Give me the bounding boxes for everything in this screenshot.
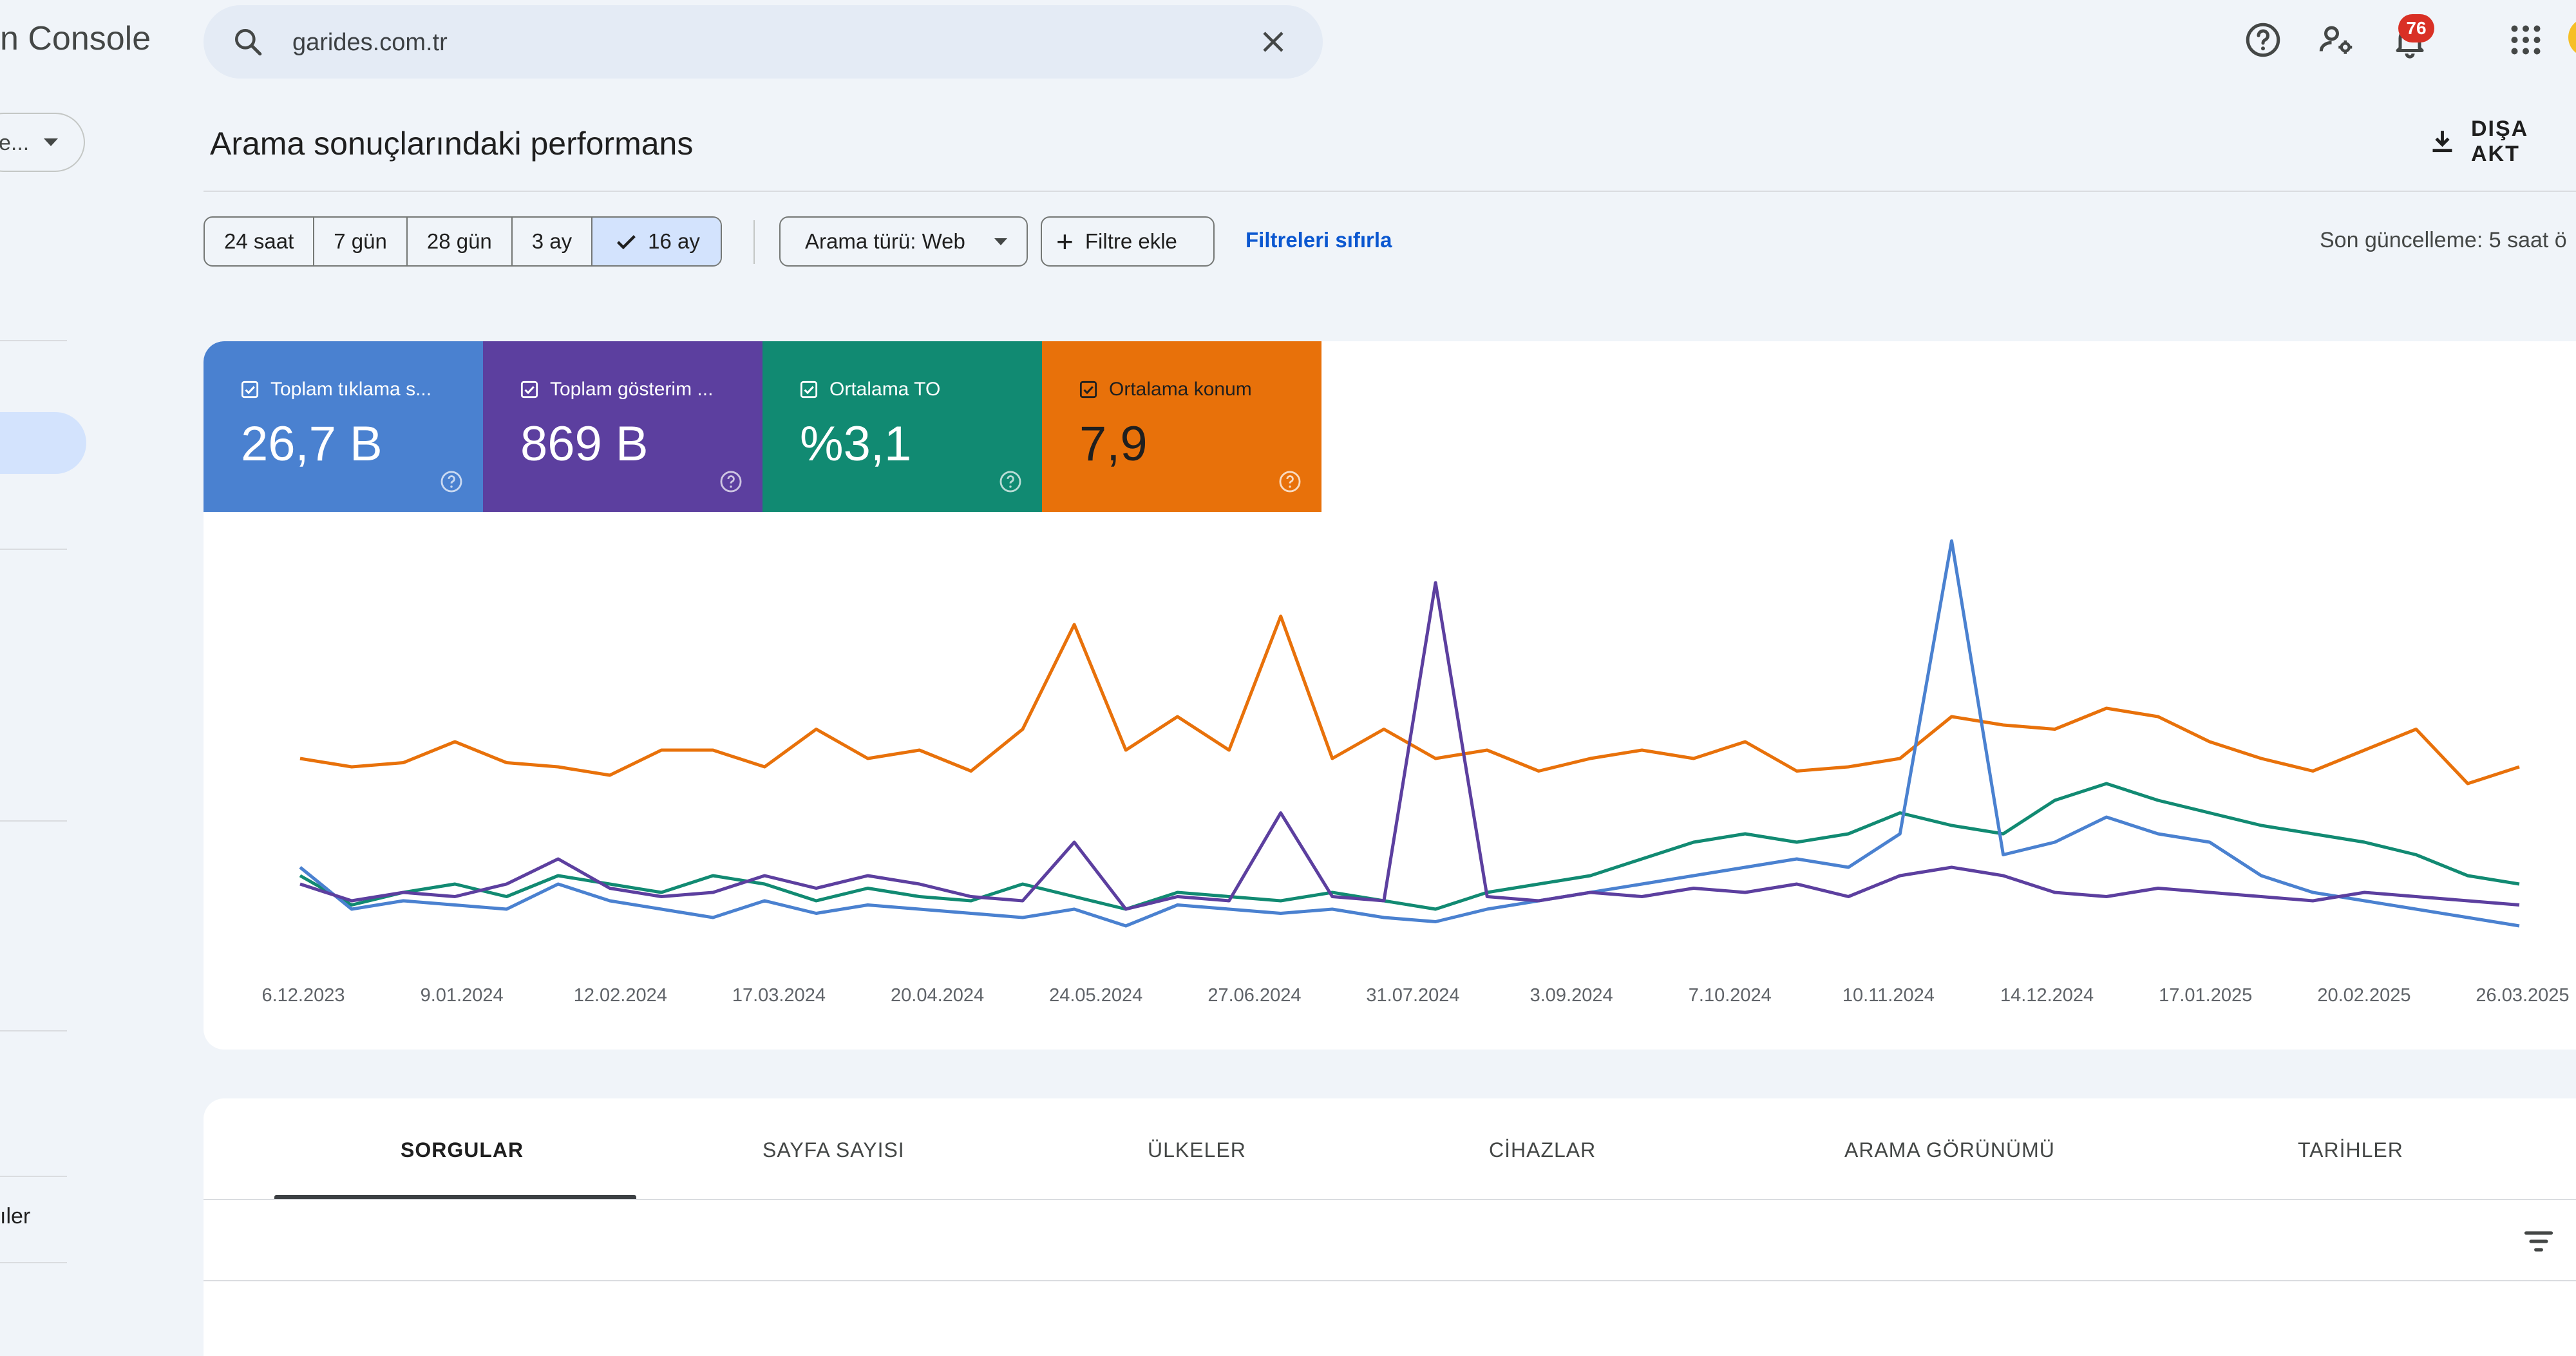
x-tick-label: 17.03.2024: [732, 985, 826, 1006]
chevron-down-icon: [44, 138, 58, 146]
reset-filters-link[interactable]: Filtreleri sıfırla: [1245, 228, 1392, 252]
date-range-7d[interactable]: 7 gün: [314, 218, 408, 265]
x-tick-label: 27.06.2024: [1208, 985, 1301, 1006]
sidebar-divider: [0, 1262, 67, 1263]
metric-label: Ortalama TO: [829, 379, 941, 400]
metric-label: Toplam tıklama s...: [270, 379, 432, 400]
x-tick-label: 26.03.2025: [2476, 985, 2569, 1006]
search-bar: [204, 5, 1323, 79]
x-tick-label: 31.07.2024: [1366, 985, 1459, 1006]
x-tick-label: 10.11.2024: [1842, 985, 1935, 1006]
series-line-0: [299, 614, 2520, 786]
metric-value: %3,1: [800, 417, 912, 471]
sidebar-divider: [0, 340, 67, 341]
help-icon[interactable]: [2244, 21, 2282, 59]
filter-rows-icon[interactable]: [2522, 1225, 2555, 1258]
x-tick-label: 20.04.2024: [891, 985, 984, 1006]
download-icon: [2432, 131, 2452, 153]
search-icon[interactable]: [232, 26, 264, 58]
help-icon[interactable]: [998, 469, 1023, 494]
sidebar-divider: [0, 1030, 67, 1031]
tables-card: SORGULAR SAYFA SAYISI ÜLKELER CİHAZLAR A…: [204, 1098, 2576, 1356]
tab-pages[interactable]: SAYFA SAYISI: [762, 1138, 905, 1162]
metric-card-impressions[interactable]: Toplam gösterim ... 869 B: [483, 341, 762, 512]
metric-card-clicks[interactable]: Toplam tıklama s... 26,7 B: [204, 341, 483, 512]
metric-label: Toplam gösterim ...: [550, 379, 714, 400]
date-range-28d[interactable]: 28 gün: [408, 218, 513, 265]
x-tick-label: 20.02.2025: [2317, 985, 2410, 1006]
check-icon: [617, 235, 636, 250]
page-title: Arama sonuçlarındaki performans: [210, 126, 694, 162]
table-header-divider: [204, 1280, 2576, 1281]
date-range-16m[interactable]: 16 ay: [592, 218, 721, 265]
filter-separator: [753, 220, 755, 264]
search-type-filter[interactable]: Arama türü: Web: [779, 216, 1028, 267]
x-tick-label: 3.09.2024: [1530, 985, 1613, 1006]
metric-value: 7,9: [1079, 417, 1148, 471]
series-line-1: [299, 782, 2520, 911]
series-line-3: [299, 581, 2520, 911]
active-tab-indicator: [274, 1195, 636, 1199]
chevron-down-icon: [994, 238, 1007, 245]
checkbox-checked-icon[interactable]: [800, 381, 818, 399]
checkbox-checked-icon[interactable]: [1079, 381, 1097, 399]
series-line-2: [299, 539, 2520, 928]
tab-search-appearance[interactable]: ARAMA GÖRÜNÜMÜ: [1844, 1138, 2055, 1162]
date-range-selector: 24 saat 7 gün 28 gün 3 ay 16 ay: [204, 216, 722, 267]
sidebar-item-performance[interactable]: [0, 412, 86, 474]
tab-dates[interactable]: TARİHLER: [2298, 1138, 2403, 1162]
export-button[interactable]: DIŞA AKT: [2428, 117, 2576, 166]
last-update-text: Son güncelleme: 5 saat ö: [2320, 228, 2567, 252]
tab-devices[interactable]: CİHAZLAR: [1489, 1138, 1596, 1162]
metric-value: 26,7 B: [241, 417, 383, 471]
user-settings-icon[interactable]: [2317, 21, 2356, 59]
performance-chart-card: Toplam tıklama s... 26,7 B Toplam göster…: [204, 341, 2576, 1050]
app-logo-text: n Console: [0, 20, 151, 57]
export-label: DIŞA AKT: [2470, 117, 2528, 166]
x-tick-label: 14.12.2024: [2000, 985, 2094, 1006]
performance-line-chart[interactable]: 6.12.2023 9.01.2024 12.02.2024 17.03.2024 20…: [204, 341, 2576, 1050]
sidebar-divider: [0, 1176, 67, 1177]
tab-countries[interactable]: ÜLKELER: [1148, 1138, 1246, 1162]
x-tick-label: 12.02.2024: [574, 985, 667, 1006]
date-range-24h[interactable]: 24 saat: [205, 218, 315, 265]
header-divider: [204, 191, 2576, 192]
apps-grid-icon[interactable]: [2506, 21, 2545, 59]
plus-icon: +: [1056, 225, 1074, 258]
help-icon[interactable]: [719, 469, 743, 494]
avatar[interactable]: [2568, 18, 2576, 57]
x-tick-label: 9.01.2024: [421, 985, 504, 1006]
help-icon[interactable]: [439, 469, 464, 494]
checkbox-checked-icon[interactable]: [520, 381, 538, 399]
help-icon[interactable]: [1278, 469, 1302, 494]
tab-queries[interactable]: SORGULAR: [401, 1138, 524, 1162]
close-icon[interactable]: [1260, 28, 1287, 55]
metric-card-position[interactable]: Ortalama konum 7,9: [1042, 341, 1321, 512]
sidebar-divider: [0, 820, 67, 822]
tabs-divider: [204, 1199, 2576, 1200]
metric-value: 869 B: [520, 417, 649, 471]
property-selector[interactable]: e...: [0, 113, 85, 172]
date-range-3m[interactable]: 3 ay: [513, 218, 593, 265]
x-tick-label: 7.10.2024: [1689, 985, 1772, 1006]
search-input[interactable]: [291, 22, 1195, 63]
sidebar-divider: [0, 549, 67, 550]
x-tick-label: 6.12.2023: [261, 985, 345, 1006]
checkbox-checked-icon[interactable]: [241, 381, 259, 399]
add-filter-button[interactable]: + Filtre ekle: [1041, 216, 1215, 267]
notification-count-badge: 76: [2398, 14, 2434, 42]
metric-card-ctr[interactable]: Ortalama TO %3,1: [762, 341, 1042, 512]
x-tick-label: 17.01.2025: [2159, 985, 2252, 1006]
metric-label: Ortalama konum: [1109, 379, 1252, 400]
sidebar-item-label[interactable]: ıler: [0, 1204, 31, 1229]
property-selector-value: e...: [0, 131, 30, 155]
x-tick-label: 24.05.2024: [1049, 985, 1142, 1006]
